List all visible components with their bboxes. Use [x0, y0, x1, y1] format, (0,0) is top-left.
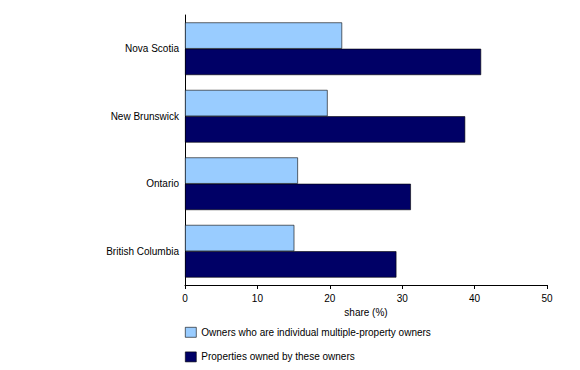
- svg-text:Ontario: Ontario: [146, 178, 179, 189]
- svg-text:20: 20: [324, 293, 336, 304]
- svg-text:Nova Scotia: Nova Scotia: [125, 43, 179, 54]
- svg-text:Properties owned by these owne: Properties owned by these owners: [201, 351, 354, 362]
- svg-text:30: 30: [397, 293, 409, 304]
- svg-text:10: 10: [252, 293, 264, 304]
- svg-text:share (%): share (%): [344, 307, 387, 318]
- svg-text:50: 50: [541, 293, 553, 304]
- svg-text:0: 0: [182, 293, 188, 304]
- svg-text:British Columbia: British Columbia: [106, 246, 179, 257]
- svg-text:Owners who are individual mult: Owners who are individual multiple-prope…: [201, 327, 431, 338]
- svg-text:40: 40: [469, 293, 481, 304]
- svg-text:New Brunswick: New Brunswick: [111, 111, 180, 122]
